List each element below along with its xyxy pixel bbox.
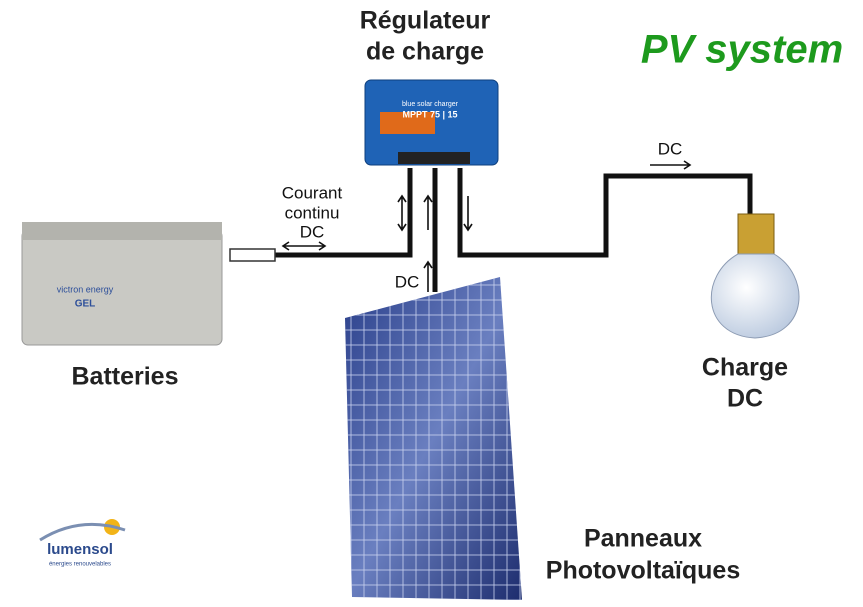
battery-brand: victron energy [57, 284, 114, 294]
wire-label: continu [285, 203, 340, 222]
bulb-base [737, 213, 775, 255]
logo-roof [39, 522, 126, 542]
wire-label: Courant [282, 183, 343, 202]
panel-label: Panneaux [584, 525, 702, 553]
arrow-battery [281, 241, 327, 251]
battery-label: Batteries [72, 363, 179, 391]
arrow-up [423, 194, 433, 230]
solar-cells [345, 277, 522, 600]
logo-name: lumensol [47, 541, 113, 558]
title-line: de charge [366, 38, 484, 66]
fuse [229, 248, 276, 262]
pv-badge: PV system [641, 28, 843, 72]
battery [21, 229, 223, 346]
arrow-down [463, 196, 473, 232]
arrow-load [650, 160, 692, 170]
wire-label: DC [658, 139, 683, 158]
battery-lid [22, 222, 222, 240]
arrow-panel [423, 260, 433, 292]
wire-label: DC [300, 222, 325, 241]
battery-type: GEL [75, 299, 96, 310]
controller-badge [380, 112, 435, 134]
wire-label: DC [395, 272, 420, 291]
battery-wire [275, 168, 413, 258]
controller-model: MPPT 75 | 15 [402, 109, 457, 119]
panel-label: Photovoltaïques [546, 557, 740, 585]
bulb [710, 253, 800, 339]
load-label: DC [727, 385, 763, 413]
logo-tagline: énergies renouvelables [49, 562, 111, 568]
load-wire [457, 168, 753, 258]
title-line: Régulateur [360, 7, 491, 35]
controller-brand: blue solar charger [402, 101, 459, 108]
terminals [398, 152, 470, 164]
arrow-bidir [397, 194, 407, 232]
load-label: Charge [702, 354, 788, 382]
